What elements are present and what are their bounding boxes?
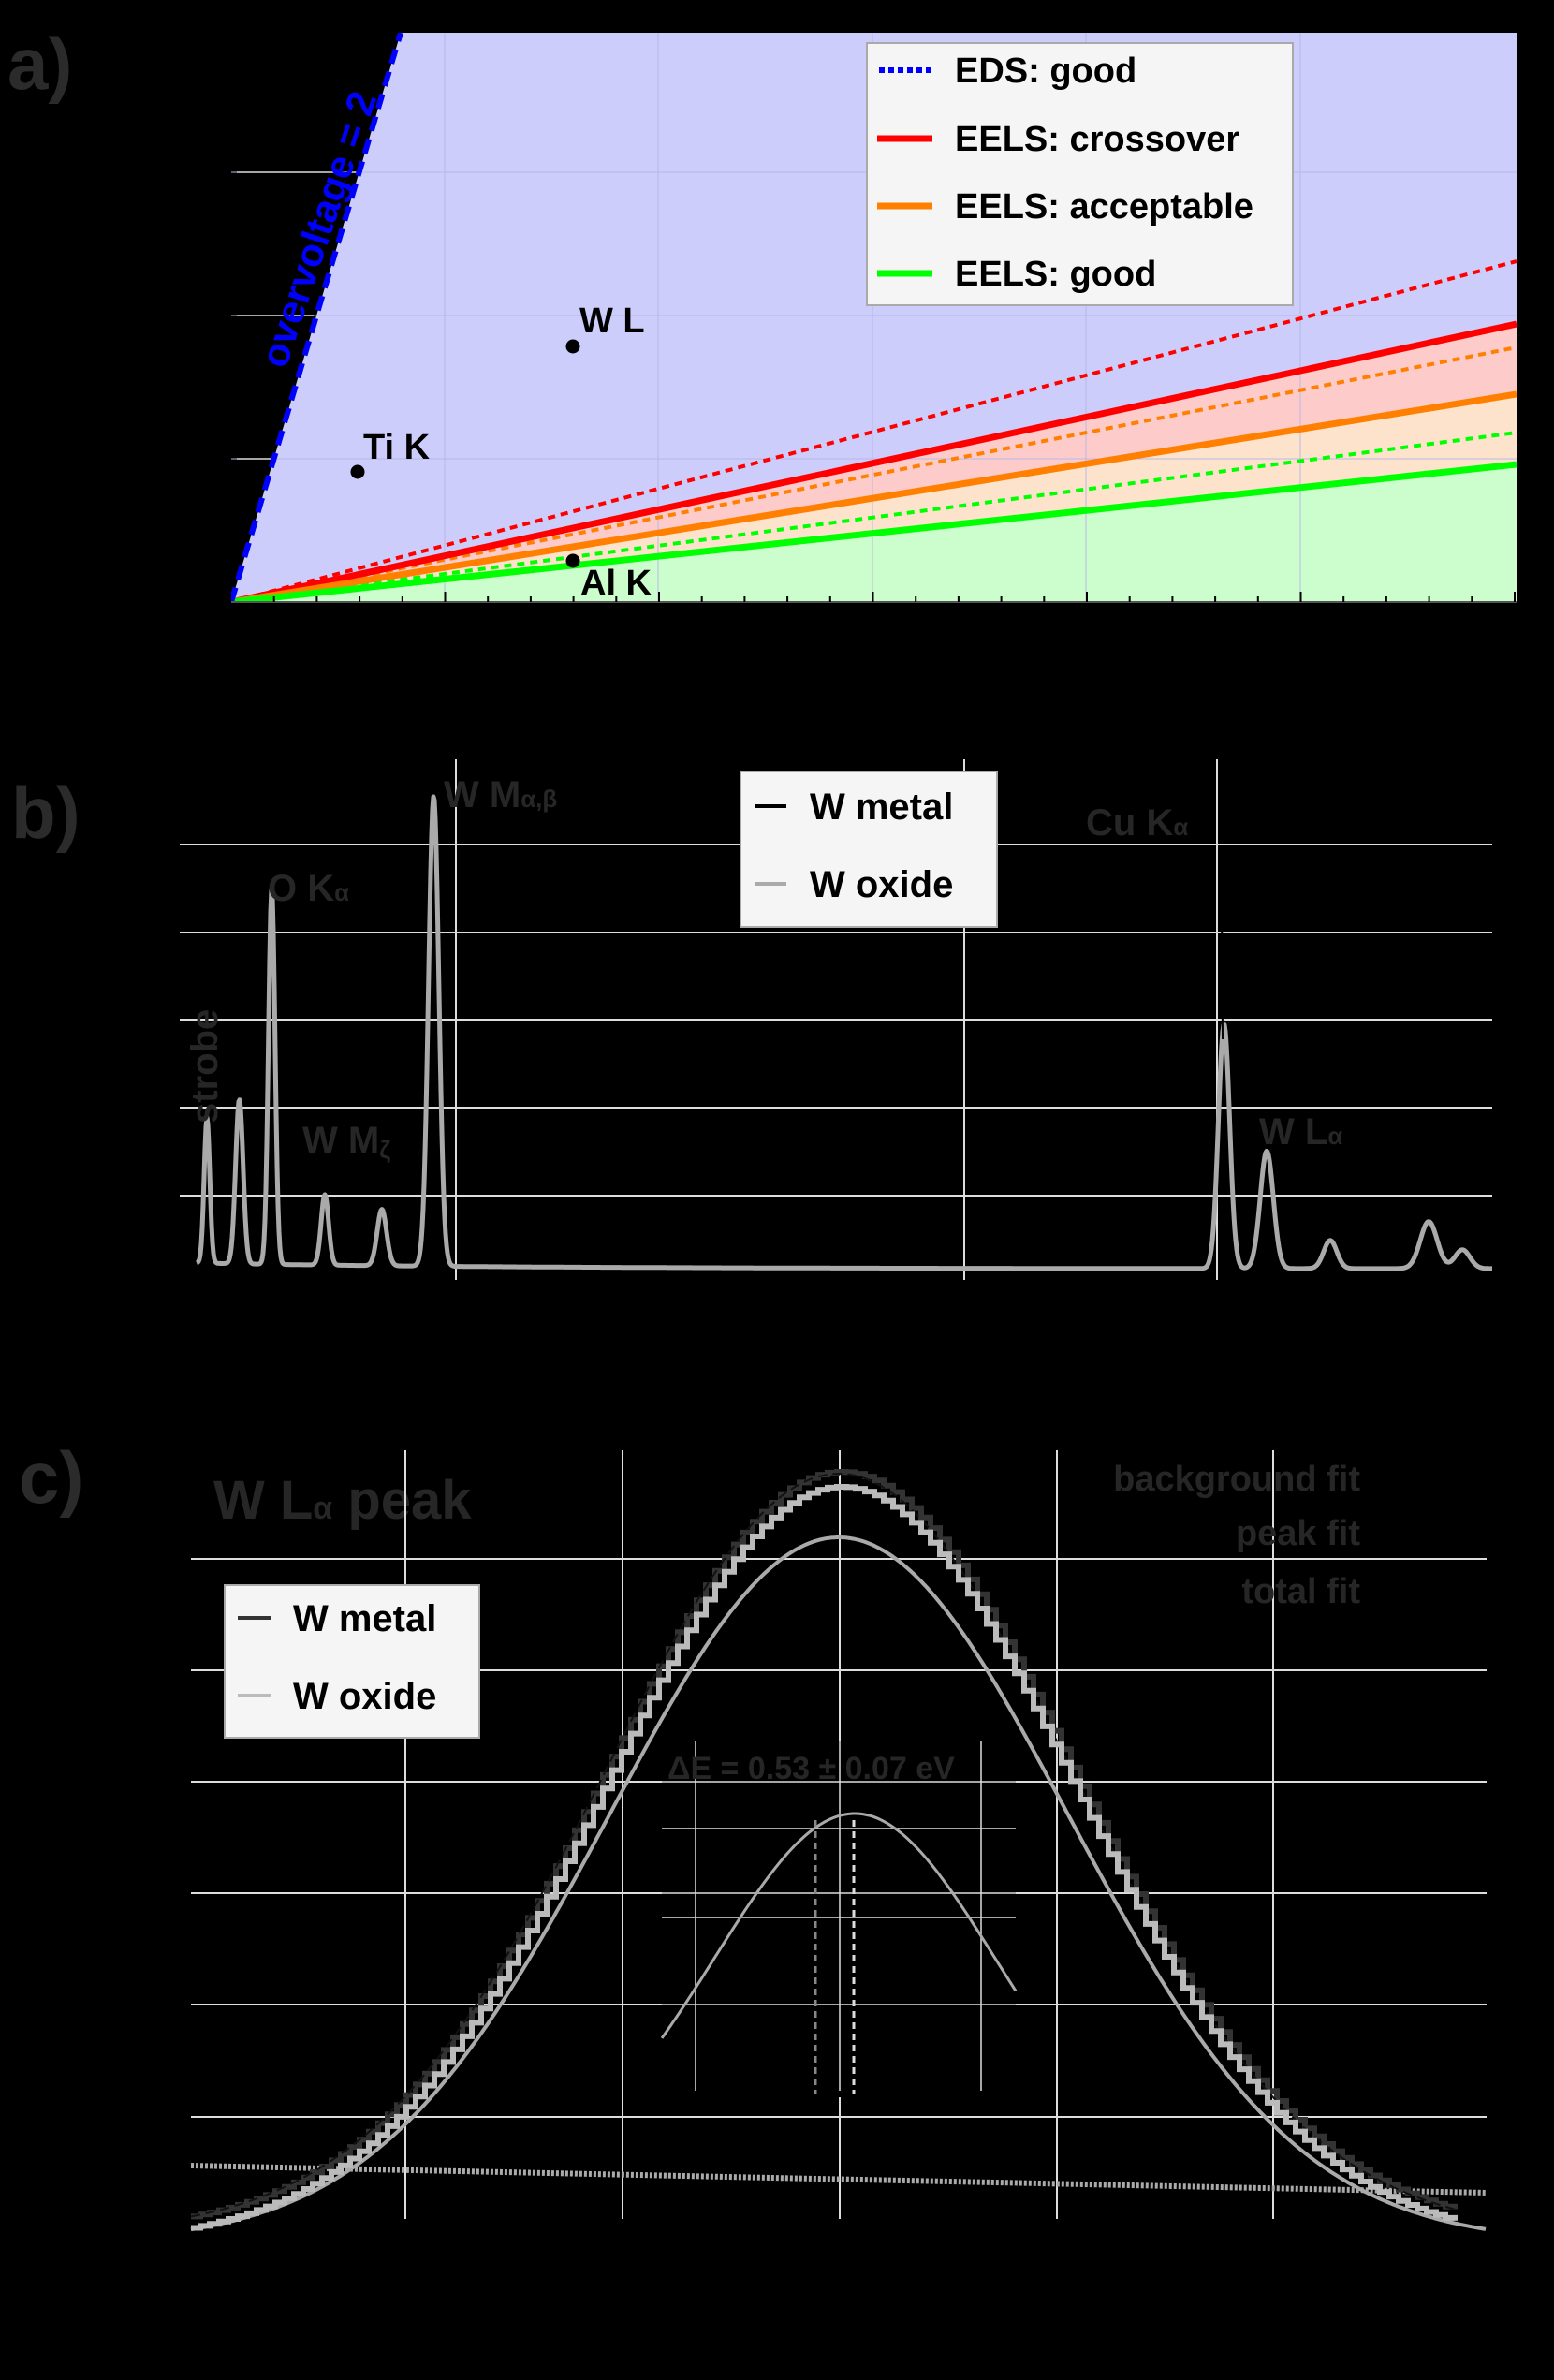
w-metal-spectrum bbox=[1221, 898, 1224, 1040]
point-w-l bbox=[565, 339, 580, 354]
legend-a: EDS: good EELS: crossover EELS: acceptab… bbox=[866, 42, 1294, 306]
point-ti-k bbox=[350, 464, 365, 479]
legend-c-metal-label: W metal bbox=[293, 1598, 436, 1639]
w-oxide-spectrum bbox=[195, 794, 1494, 1271]
w-mab-label: W Mα,β bbox=[444, 774, 557, 815]
c-title: W Lα peak bbox=[213, 1470, 472, 1531]
delta-e-label: ΔE = 0.53 ± 0.07 eV bbox=[667, 1751, 955, 1786]
legend-b-oxide-label: W oxide bbox=[810, 864, 953, 905]
o-ka-label: O Kα bbox=[268, 868, 349, 909]
legend-good-label: EELS: good bbox=[955, 255, 1156, 294]
eels-good-dotted bbox=[231, 431, 1517, 602]
legend-acceptable-label: EELS: acceptable bbox=[955, 187, 1253, 227]
eels-acceptable-line bbox=[231, 390, 1517, 602]
background-fit-label: background fit bbox=[1113, 1460, 1360, 1499]
inset: ΔE = 0.53 ± 0.07 eV bbox=[660, 1723, 1018, 2097]
eels-crossover-dotted bbox=[231, 259, 1517, 602]
cu-ka-label: Cu Kα bbox=[1086, 802, 1188, 844]
legend-crossover-label: EELS: crossover bbox=[955, 120, 1239, 159]
overvoltage-line bbox=[231, 33, 403, 602]
w-mz-label: W Mζ bbox=[302, 1120, 390, 1164]
legend-c-oxide-label: W oxide bbox=[293, 1676, 436, 1717]
legend-b: W metal W oxide bbox=[740, 771, 998, 928]
legend-c: W metal W oxide bbox=[224, 1584, 480, 1739]
x-ticks-a bbox=[272, 592, 1516, 602]
background-fit-curve bbox=[190, 2163, 1488, 2196]
panel-a-label: a) bbox=[7, 22, 72, 105]
eels-acceptable-dotted bbox=[231, 345, 1517, 602]
peak-fit-label: peak fit bbox=[1236, 1514, 1360, 1553]
panel-b: b) strobe O Kα W Mζ W Mα,β Cu Kα W Lα W … bbox=[11, 759, 1494, 1280]
legend-eds-label: EDS: good bbox=[955, 51, 1136, 91]
panel-c-label: c) bbox=[19, 1436, 83, 1519]
panel-b-label: b) bbox=[11, 771, 81, 854]
point-w-l-label: W L bbox=[579, 301, 645, 341]
panel-c: c) W Lα peak Δ bbox=[19, 1436, 1488, 2232]
point-al-k-label: Al K bbox=[580, 564, 652, 603]
legend-b-metal-label: W metal bbox=[810, 786, 953, 828]
point-ti-k-label: Ti K bbox=[363, 428, 431, 467]
eels-crossover-line bbox=[231, 320, 1517, 602]
total-fit-label: total fit bbox=[1241, 1572, 1360, 1611]
y-ticks-a bbox=[237, 171, 356, 460]
w-la-label: W Lα bbox=[1259, 1111, 1342, 1153]
strobe-label: strobe bbox=[184, 1009, 226, 1124]
grid-a bbox=[231, 33, 1517, 602]
total-fit-metal bbox=[190, 1472, 1461, 2218]
eels-good-line bbox=[231, 461, 1517, 602]
peak-fit-curve bbox=[190, 1535, 1487, 2232]
point-al-k bbox=[565, 553, 580, 568]
inset-peak-fit bbox=[660, 1812, 1018, 2039]
panel-a: a) bbox=[7, 22, 1517, 603]
w-oxide-data bbox=[191, 1484, 1458, 2231]
